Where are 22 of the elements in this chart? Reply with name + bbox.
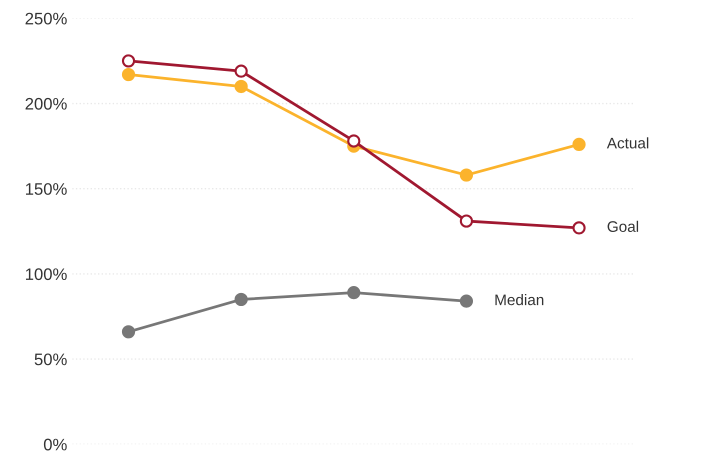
point: [347, 286, 360, 300]
y-tick-label: 150%: [26, 183, 67, 195]
y-tick-label: 100%: [26, 268, 67, 280]
point: [234, 80, 248, 94]
point: [234, 292, 248, 306]
point: [122, 325, 136, 338]
point: [460, 168, 474, 182]
series-label: Actual: [606, 137, 648, 148]
series-label: Median: [495, 294, 544, 306]
y-tick-label: 250%: [26, 12, 67, 25]
point: [460, 294, 474, 308]
point: [572, 138, 586, 151]
point: [460, 214, 474, 228]
point: [234, 64, 248, 78]
point: [122, 54, 136, 68]
point: [572, 221, 586, 234]
series-label: Goal: [608, 220, 638, 232]
y-tick-label: 50%: [34, 353, 67, 366]
y-tick-label: 0%: [44, 438, 67, 450]
point: [122, 68, 136, 82]
point: [347, 134, 360, 148]
y-tick-label: 200%: [26, 98, 67, 110]
